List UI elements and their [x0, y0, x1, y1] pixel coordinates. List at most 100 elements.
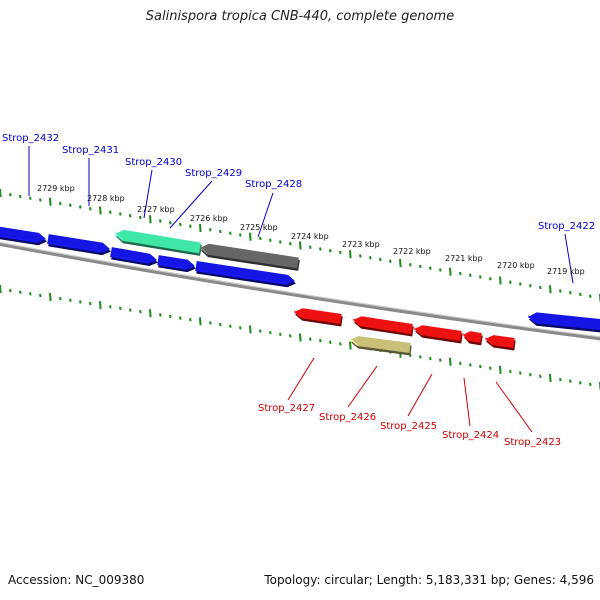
scale-label: 2728 kbp [87, 194, 125, 203]
minor-tick [429, 266, 432, 270]
minor-tick [39, 293, 42, 298]
minor-tick [469, 273, 472, 277]
gene-highlight [353, 318, 361, 327]
minor-tick [319, 339, 322, 343]
gene-strop-2429b [157, 255, 196, 273]
minor-tick [339, 342, 342, 346]
minor-tick [229, 324, 232, 328]
minor-tick [559, 377, 562, 382]
gene-body [414, 325, 462, 341]
leader-line [287, 357, 315, 401]
gene-strop-2428 [200, 243, 300, 271]
major-tick [199, 317, 202, 326]
minor-tick [519, 282, 522, 286]
gene-label: Strop_2423 [504, 437, 561, 448]
minor-tick [159, 313, 162, 317]
major-tick [0, 188, 2, 198]
gene-highlight [414, 327, 422, 336]
minor-tick [539, 374, 542, 378]
leader-line [347, 365, 378, 408]
leader-line [407, 373, 433, 417]
gene-highlight [115, 232, 123, 241]
minor-tick [459, 271, 462, 276]
scale-label: 2722 kbp [393, 247, 431, 256]
minor-tick [289, 242, 292, 246]
scale-label: 2723 kbp [342, 240, 380, 249]
accession-label: Accession: NC_009380 [8, 573, 145, 587]
minor-tick [239, 326, 242, 330]
genome-backbone-highlight [0, 241, 600, 338]
minor-tick [379, 257, 382, 262]
label-layer: 2729 kbp 2728 kbp 2727 kbp 2726 kbp 2725 kbp… [2, 133, 595, 448]
gene-layer [0, 226, 600, 356]
minor-tick [369, 256, 372, 260]
gene-label: Strop_2431 [62, 145, 119, 156]
minor-tick [589, 294, 592, 298]
minor-tick [209, 228, 212, 232]
major-tick [249, 232, 252, 241]
minor-tick [19, 194, 22, 199]
minor-tick [269, 330, 272, 335]
minor-tick [39, 198, 42, 202]
gene-body [200, 243, 299, 269]
gene-body [350, 336, 411, 353]
major-tick [449, 357, 452, 366]
minor-tick [569, 291, 572, 295]
major-tick [0, 284, 2, 294]
minor-tick [339, 250, 342, 255]
minor-tick [559, 289, 562, 293]
minor-tick [179, 222, 182, 227]
minor-tick [459, 361, 462, 366]
minor-tick [139, 215, 142, 220]
minor-tick [589, 382, 592, 387]
scale-label: 2727 kbp [137, 205, 175, 214]
minor-tick [479, 275, 482, 279]
minor-tick [79, 205, 82, 209]
scale-label: 2719 kbp [547, 267, 585, 276]
minor-tick [59, 297, 62, 301]
minor-tick [29, 196, 32, 200]
minor-tick [279, 332, 282, 336]
major-tick [499, 276, 502, 285]
minor-tick [289, 334, 292, 338]
minor-tick [519, 371, 522, 375]
gene-label: Strop_2426 [319, 412, 376, 423]
scale-label: 2729 kbp [37, 184, 75, 193]
gene-highlight [350, 338, 358, 347]
major-tick [449, 267, 452, 276]
major-tick [499, 365, 502, 374]
scale-label: 2726 kbp [190, 214, 228, 223]
minor-tick [509, 280, 512, 284]
gene-highlight [0, 234, 38, 243]
minor-tick [509, 369, 512, 374]
gene-strop-2432 [0, 226, 47, 246]
minor-tick [169, 221, 172, 225]
minor-tick [429, 356, 432, 361]
gene-highlight [47, 241, 102, 253]
minor-tick [189, 318, 192, 322]
major-tick [99, 301, 102, 310]
leader-line [257, 192, 274, 238]
minor-tick [129, 308, 132, 312]
gene-label: Strop_2430 [125, 157, 182, 168]
gene-label: Strop_2424 [442, 430, 499, 441]
minor-tick [19, 290, 22, 294]
minor-tick [29, 292, 32, 296]
leader-line [495, 381, 533, 433]
major-tick [549, 373, 552, 382]
scale-label: 2720 kbp [497, 261, 535, 270]
minor-tick [489, 277, 492, 281]
minor-tick [9, 288, 12, 293]
major-tick [299, 333, 302, 342]
leader-line [463, 377, 471, 427]
minor-tick [109, 210, 112, 214]
major-tick [149, 309, 152, 318]
major-tick [49, 293, 52, 302]
leader-layer [28, 146, 574, 433]
leader-line [564, 233, 574, 284]
gene-highlight [110, 254, 149, 264]
genome-backbone [0, 241, 600, 341]
minor-tick [439, 358, 442, 362]
gene-strop-2427 [294, 308, 343, 327]
